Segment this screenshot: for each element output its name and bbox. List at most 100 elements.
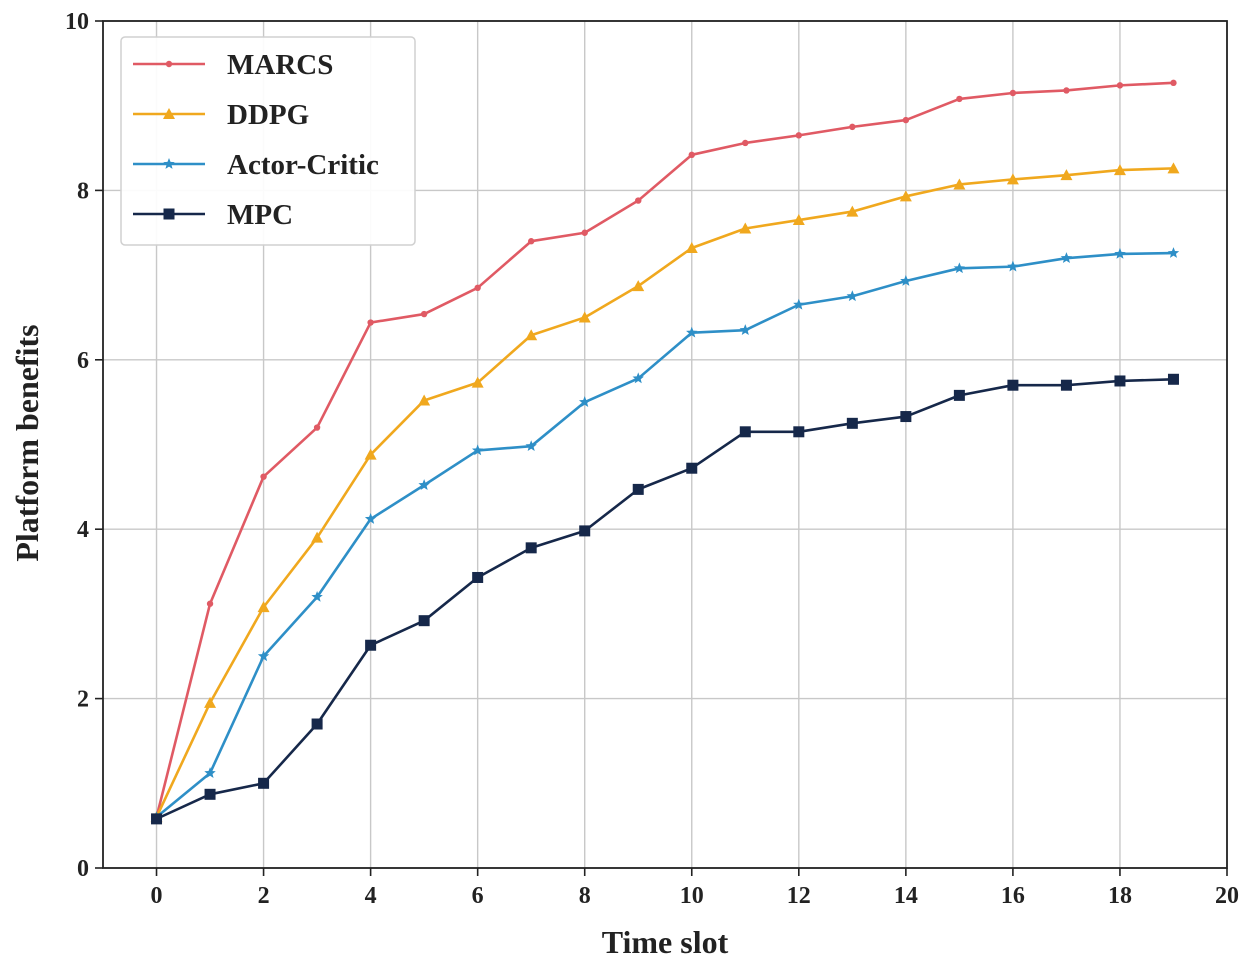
data-point bbox=[1113, 164, 1126, 176]
data-point bbox=[792, 214, 805, 226]
data-point bbox=[311, 531, 324, 543]
data-point bbox=[900, 411, 912, 423]
series-lines bbox=[150, 79, 1180, 825]
data-point bbox=[1170, 79, 1177, 87]
data-point bbox=[846, 205, 859, 217]
data-point bbox=[579, 396, 591, 407]
legend-item: MPC bbox=[133, 199, 293, 231]
data-point bbox=[313, 424, 321, 431]
data-point bbox=[1060, 379, 1072, 391]
data-point bbox=[1167, 373, 1179, 385]
legend-marker bbox=[163, 108, 175, 119]
series-line bbox=[155, 81, 1174, 818]
x-tick-label: 0 bbox=[151, 883, 163, 909]
data-point bbox=[632, 372, 644, 384]
tick-labels: 0 2 4 6 8 10 12 14 16 18 20 0 2 4 6 8 10 bbox=[65, 9, 1239, 909]
data-point bbox=[1006, 173, 1019, 185]
data-point bbox=[1114, 247, 1126, 259]
data-point bbox=[1167, 247, 1180, 258]
legend-marker bbox=[165, 60, 173, 68]
data-point bbox=[578, 311, 591, 323]
data-point bbox=[204, 767, 216, 778]
data-point bbox=[311, 718, 323, 730]
data-point bbox=[846, 290, 859, 302]
legend: MARCS DDPG Actor-Critic MPC bbox=[120, 36, 416, 246]
series-line bbox=[155, 167, 1174, 818]
series-line bbox=[155, 377, 1174, 821]
data-point bbox=[686, 326, 698, 338]
legend-label: DDPG bbox=[227, 99, 309, 131]
data-point bbox=[364, 513, 377, 524]
data-point bbox=[472, 571, 484, 583]
data-point bbox=[632, 280, 645, 292]
data-point bbox=[527, 238, 535, 245]
data-point bbox=[635, 197, 642, 204]
legend-item: MARCS bbox=[133, 49, 333, 81]
data-point bbox=[420, 310, 428, 318]
data-point bbox=[685, 241, 698, 253]
data-point bbox=[151, 813, 163, 825]
series-ddpg bbox=[150, 162, 1180, 823]
data-point bbox=[953, 389, 965, 401]
plot-frame bbox=[102, 20, 1228, 869]
x-tick-label: 12 bbox=[787, 883, 811, 909]
legend-item: Actor-Critic bbox=[133, 149, 379, 181]
series-line bbox=[155, 251, 1174, 819]
data-point bbox=[739, 426, 751, 438]
x-tick-label: 14 bbox=[894, 883, 918, 909]
legend-label: MARCS bbox=[227, 49, 333, 81]
legend-marker bbox=[163, 158, 175, 169]
data-point bbox=[742, 139, 749, 147]
data-point bbox=[793, 426, 805, 438]
x-tick-label: 10 bbox=[680, 883, 704, 909]
data-point bbox=[688, 151, 695, 159]
data-point bbox=[206, 600, 214, 607]
x-tick-label: 4 bbox=[365, 883, 377, 909]
y-tick-label: 8 bbox=[77, 178, 89, 204]
data-point bbox=[900, 275, 912, 286]
legend-item: DDPG bbox=[133, 99, 309, 131]
x-tick-label: 20 bbox=[1215, 883, 1239, 909]
data-point bbox=[1063, 87, 1070, 94]
data-point bbox=[418, 394, 431, 406]
series-mpc bbox=[151, 373, 1179, 825]
data-point bbox=[204, 788, 216, 800]
y-tick-label: 4 bbox=[77, 517, 89, 543]
x-axis-label: Time slot bbox=[602, 924, 729, 956]
legend-marker bbox=[163, 208, 175, 220]
data-point bbox=[795, 132, 803, 139]
data-point bbox=[471, 444, 484, 456]
data-point bbox=[525, 542, 537, 554]
data-point bbox=[846, 417, 858, 429]
data-point bbox=[311, 590, 323, 602]
data-point bbox=[257, 601, 270, 613]
data-point bbox=[418, 615, 430, 627]
x-tick-label: 6 bbox=[472, 883, 484, 909]
data-point bbox=[739, 222, 752, 234]
data-point bbox=[902, 116, 910, 124]
data-point bbox=[1060, 252, 1073, 264]
data-point bbox=[204, 696, 217, 708]
data-point bbox=[471, 376, 484, 388]
data-point bbox=[1116, 82, 1124, 89]
data-point bbox=[525, 440, 537, 452]
y-tick-label: 6 bbox=[77, 348, 89, 374]
axes bbox=[95, 20, 1228, 876]
data-point bbox=[258, 777, 270, 789]
data-point bbox=[956, 95, 963, 103]
data-point bbox=[953, 178, 966, 190]
y-tick-label: 0 bbox=[77, 856, 89, 882]
data-point bbox=[581, 229, 588, 236]
data-point bbox=[632, 483, 644, 495]
data-point bbox=[1009, 89, 1017, 97]
y-tick-label: 2 bbox=[77, 687, 89, 713]
data-point bbox=[579, 525, 591, 537]
data-point bbox=[953, 262, 966, 274]
legend-label: MPC bbox=[227, 199, 293, 231]
data-point bbox=[1167, 162, 1180, 174]
data-point bbox=[686, 462, 698, 474]
data-point bbox=[474, 284, 481, 292]
data-point bbox=[260, 473, 267, 480]
x-tick-label: 18 bbox=[1108, 883, 1132, 909]
